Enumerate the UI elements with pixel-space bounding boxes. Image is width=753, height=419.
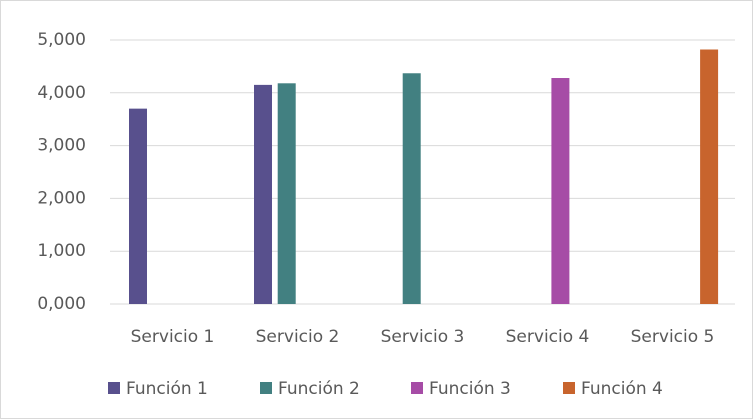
legend-label: Función 3 xyxy=(429,379,511,399)
y-tick-label: 2,000 xyxy=(37,188,86,208)
legend-swatch xyxy=(260,382,272,394)
y-tick-label: 4,000 xyxy=(37,83,86,103)
bar xyxy=(551,78,570,305)
x-tick-label: Servicio 1 xyxy=(131,327,215,347)
bar xyxy=(700,49,719,305)
x-tick-label: Servicio 3 xyxy=(381,327,465,347)
y-tick-label: 3,000 xyxy=(37,136,86,156)
legend-label: Función 2 xyxy=(278,379,360,399)
bar xyxy=(277,83,296,305)
bar xyxy=(129,108,147,304)
legend-swatch xyxy=(563,382,575,394)
legend-label: Función 1 xyxy=(126,379,208,399)
x-tick-label: Servicio 4 xyxy=(506,327,590,347)
y-tick-label: 1,000 xyxy=(37,241,86,261)
bar xyxy=(254,84,272,304)
y-tick-label: 5,000 xyxy=(37,30,86,50)
bar xyxy=(402,73,421,304)
x-tick-label: Servicio 5 xyxy=(631,327,715,347)
x-tick-label: Servicio 2 xyxy=(256,327,340,347)
legend-swatch xyxy=(411,382,423,394)
legend-swatch xyxy=(108,382,120,394)
y-tick-label: 0,000 xyxy=(37,294,86,314)
legend-label: Función 4 xyxy=(581,379,663,399)
